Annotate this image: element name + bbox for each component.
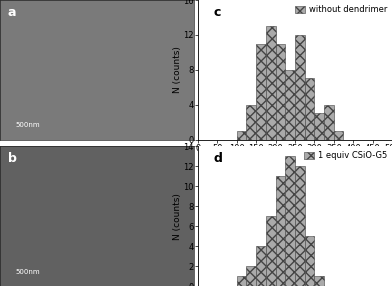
Text: a: a [8,6,16,19]
Bar [237,276,247,286]
Text: 500nm: 500nm [16,122,40,128]
Bar [334,131,343,140]
Bar [247,266,256,286]
Bar [324,105,334,140]
Bar [305,236,314,286]
Bar [276,176,285,286]
Bar [295,166,305,286]
Bar [276,43,285,140]
Bar [314,276,324,286]
Bar [266,26,276,140]
Bar [285,156,295,286]
Bar [295,35,305,140]
Legend: 1 equiv CSiO-G5: 1 equiv CSiO-G5 [303,151,388,161]
Bar [256,246,266,286]
Bar [256,43,266,140]
Text: d: d [214,152,222,165]
Text: c: c [214,6,221,19]
Bar [266,216,276,286]
Bar [285,70,295,140]
Text: 500nm: 500nm [16,269,40,275]
Legend: without dendrimer: without dendrimer [294,4,388,15]
Bar [247,105,256,140]
Y-axis label: N (counts): N (counts) [173,46,182,93]
Text: b: b [8,152,16,165]
Bar [305,78,314,140]
Bar [237,131,247,140]
X-axis label: Size (nm): Size (nm) [273,154,316,163]
Bar [314,113,324,140]
Y-axis label: N (counts): N (counts) [173,193,182,240]
